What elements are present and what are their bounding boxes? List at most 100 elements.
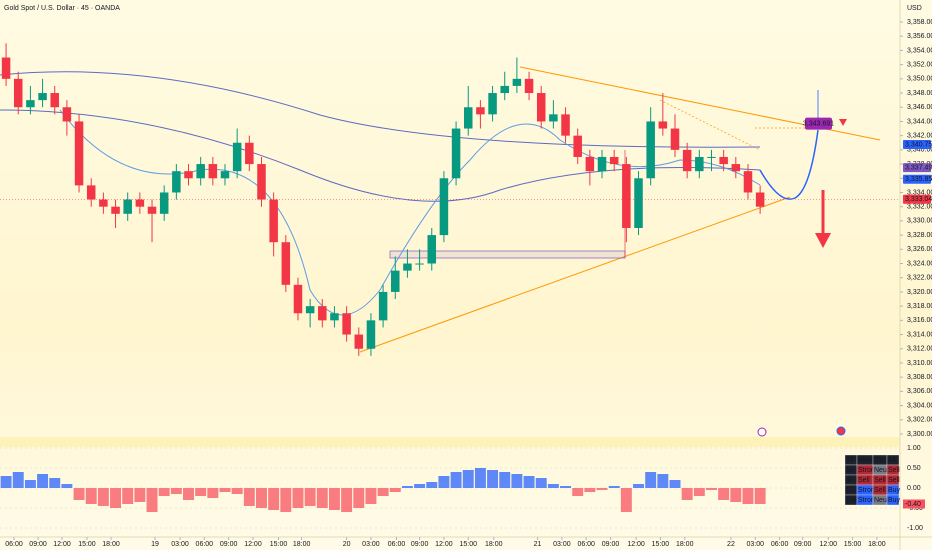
ma-slow <box>0 71 761 148</box>
x-tick-label: 06:00 <box>577 541 595 548</box>
table-text: All <box>888 457 896 464</box>
small-down-arrow <box>839 119 847 126</box>
candle-body <box>622 164 631 228</box>
price-label: 3,333.049 <box>905 196 932 203</box>
osc-bar <box>535 478 547 488</box>
y-tick-label: 3,316.000 <box>907 317 932 324</box>
x-tick-label: 19 <box>151 541 159 548</box>
candle-body <box>755 192 765 207</box>
y-tick-label: 3,332.000 <box>907 204 932 211</box>
table-text: Sell <box>874 487 886 494</box>
x-tick-label: 18:00 <box>102 541 120 548</box>
candle-body <box>159 192 169 214</box>
osc-bar <box>547 484 559 488</box>
osc-bar <box>401 486 413 488</box>
osc-bar <box>426 482 438 488</box>
projection-curve <box>759 129 819 200</box>
event-icon[interactable] <box>757 427 767 437</box>
table-text: Sell <box>874 477 886 484</box>
candle-body <box>403 263 412 271</box>
y-tick-label: 3,358.000 <box>907 19 932 26</box>
candle-body <box>451 128 461 179</box>
price-label-box <box>903 174 931 184</box>
osc-bar <box>158 488 170 496</box>
candle-body <box>318 306 327 321</box>
candle-body <box>147 206 157 214</box>
osc-bar <box>73 488 85 500</box>
x-tick-label: 15:00 <box>270 541 288 548</box>
x-tick-label: 15:00 <box>459 541 477 548</box>
x-tick-label: 12:00 <box>53 541 71 548</box>
x-tick-label: 03:00 <box>171 541 189 548</box>
osc-bar <box>195 488 207 496</box>
x-tick-label: 06:00 <box>5 541 23 548</box>
x-tick-label: 18:00 <box>293 541 311 548</box>
candle-body <box>439 178 449 236</box>
candle-body <box>476 107 485 115</box>
osc-bar <box>681 488 693 500</box>
osc-bar <box>754 488 766 504</box>
x-tick-label: 03:00 <box>747 541 765 548</box>
candle-body <box>184 171 193 179</box>
x-tick-label: 09:00 <box>602 541 620 548</box>
osc-bar <box>12 472 24 488</box>
osc-bar <box>414 484 426 488</box>
candle-body <box>26 100 35 108</box>
flag-icon[interactable] <box>836 426 846 436</box>
osc-bar <box>608 486 620 488</box>
y-tick-label: 3,326.000 <box>907 246 932 253</box>
table-text: 1W <box>846 497 857 504</box>
table-text: Sell <box>858 477 870 484</box>
candle-body <box>743 171 753 193</box>
candle-body <box>536 93 546 122</box>
x-tick-label: 09:00 <box>794 541 812 548</box>
candle-body <box>731 164 741 172</box>
osc-bar <box>183 488 194 500</box>
table-text: Neutral <box>874 497 897 504</box>
y-tick-label: 3,312.000 <box>907 346 932 353</box>
x-tick-label: 12:00 <box>819 541 837 548</box>
x-tick-label: 09:00 <box>411 541 429 548</box>
osc-bar <box>499 472 511 488</box>
candle-body <box>245 142 254 165</box>
osc-tick-label: 1.00 <box>907 445 921 452</box>
candle-body <box>658 121 668 129</box>
y-tick-label: 3,356.000 <box>907 33 932 40</box>
table-cell <box>886 494 900 506</box>
y-tick-label: 3,310.000 <box>907 360 932 367</box>
candle-body <box>415 263 424 265</box>
osc-bar <box>353 488 365 508</box>
dotted-line <box>659 99 761 151</box>
candle-body <box>50 93 59 108</box>
table-text: Neutral <box>874 467 897 474</box>
x-tick-label: 12:00 <box>244 541 262 548</box>
osc-bar <box>231 488 243 494</box>
osc-bar <box>146 488 158 512</box>
x-tick-label: 06:00 <box>388 541 406 548</box>
osc-bar <box>219 488 231 492</box>
osc-bar <box>693 488 705 496</box>
osc-last-label: -0.40 <box>905 501 921 508</box>
price-label-box <box>903 139 931 149</box>
candle-body <box>500 85 509 94</box>
osc-bar <box>596 488 608 490</box>
y-tick-label: 3,302.000 <box>907 417 932 424</box>
price-label-box <box>903 163 931 173</box>
y-tick-label: 3,342.000 <box>907 132 932 139</box>
y-tick-label: 3,334.000 <box>907 189 932 196</box>
osc-bar <box>365 488 377 504</box>
y-tick-label: 3,300.000 <box>907 431 932 438</box>
candle-body <box>257 164 266 200</box>
y-tick-label: 3,314.000 <box>907 331 932 338</box>
chart-title: Gold Spot / U.S. Dollar · 45 · OANDA <box>4 5 120 12</box>
x-tick-label: 03:00 <box>362 541 380 548</box>
osc-bar <box>584 488 596 492</box>
y-tick-label: 3,340.000 <box>907 147 932 154</box>
osc-bar <box>718 488 730 500</box>
candle-body <box>573 135 582 157</box>
osc-bar <box>438 476 450 488</box>
x-tick-label: 18:00 <box>485 541 503 548</box>
x-tick-label: 12:00 <box>435 541 453 548</box>
price-label-box <box>903 194 931 204</box>
candle-body <box>561 114 570 136</box>
